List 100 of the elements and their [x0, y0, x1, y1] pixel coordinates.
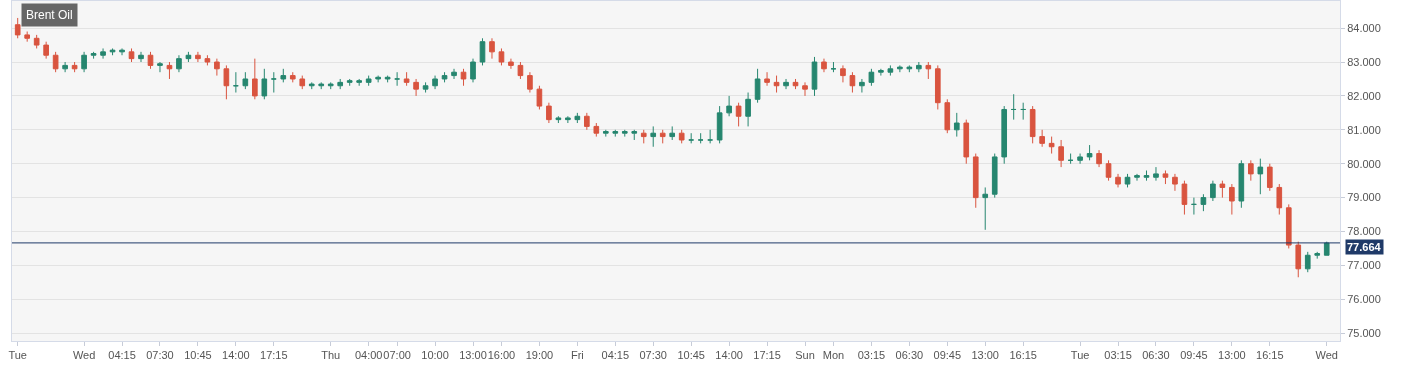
x-tick-label: 09:45 — [933, 349, 962, 362]
x-tick-label: 14:00 — [715, 349, 743, 362]
candlestick — [1285, 203, 1292, 249]
candlestick — [735, 102, 742, 127]
x-tick-label: 16:15 — [1009, 349, 1037, 362]
candlestick — [783, 78, 789, 90]
x-tick-label: 14:00 — [222, 349, 250, 362]
candlestick — [1200, 193, 1207, 212]
candlestick — [811, 56, 818, 97]
x-tick-label: Wed — [1315, 349, 1338, 362]
candlestick — [726, 95, 732, 117]
candlestick — [289, 71, 296, 83]
y-tick-label: 77.000 — [1347, 259, 1381, 272]
candlestick — [640, 129, 647, 144]
x-tick-label: 04:15 — [601, 349, 630, 362]
candlestick — [1304, 251, 1311, 273]
candlestick — [1001, 105, 1008, 165]
candlestick — [1124, 173, 1131, 188]
candlestick — [261, 68, 268, 100]
x-tick-label: 10:45 — [677, 349, 705, 362]
candlestick — [318, 81, 325, 90]
candlestick — [1134, 173, 1140, 182]
x-tick-label: Mon — [822, 349, 845, 362]
candlestick — [1010, 93, 1017, 121]
candlestick — [764, 71, 770, 87]
x-tick-label: 16:15 — [1256, 349, 1284, 362]
candlestick — [707, 129, 713, 144]
candlestick — [716, 105, 723, 144]
candlestick — [517, 61, 524, 80]
y-tick-label: 79.000 — [1347, 191, 1381, 204]
candlestick — [33, 34, 40, 49]
candlestick — [546, 102, 552, 124]
candlestick — [953, 112, 960, 138]
ref-line-label: 77.664 — [1347, 241, 1382, 253]
candlestick — [479, 37, 486, 66]
candlestick — [1323, 241, 1330, 256]
x-tick-label: 09:45 — [1180, 349, 1208, 362]
candlestick — [621, 129, 628, 138]
candlestick — [394, 71, 400, 87]
candlestick — [299, 75, 306, 90]
candlestick — [887, 64, 894, 77]
candlestick — [1058, 139, 1064, 168]
candlestick — [678, 129, 685, 144]
candlestick — [308, 81, 315, 90]
candlestick — [821, 58, 827, 73]
x-tick-label: 04:00 — [354, 349, 383, 362]
candlestick — [584, 112, 590, 131]
x-tick-label: 06:30 — [895, 349, 924, 362]
candlestick — [745, 92, 751, 127]
x-tick-label: 17:15 — [753, 349, 781, 362]
candlestick — [157, 61, 163, 73]
x-tick-label: 10:45 — [184, 349, 212, 362]
candlestick — [1229, 183, 1235, 216]
y-tick-label: 82.000 — [1347, 89, 1381, 102]
candlestick — [413, 78, 419, 97]
candlestick — [451, 68, 457, 80]
candlestick — [337, 78, 344, 90]
candlestick — [441, 71, 448, 83]
candlestick — [375, 75, 381, 83]
candlestick — [195, 51, 201, 63]
candlestick — [972, 153, 979, 209]
candlestick — [631, 129, 638, 141]
candlestick — [498, 47, 505, 66]
y-tick-label: 80.000 — [1347, 157, 1381, 170]
candlestick — [830, 61, 837, 73]
candlestick — [527, 71, 533, 94]
candlestick — [223, 64, 230, 100]
candlestick — [773, 75, 780, 94]
x-tick-label: Tue — [8, 349, 27, 362]
candlestick — [934, 64, 941, 110]
candlestick — [432, 75, 438, 90]
candlestick — [1086, 144, 1093, 161]
candlestick — [81, 51, 87, 73]
x-tick-label: 13:00 — [459, 349, 487, 362]
x-tick-label: 03:15 — [857, 349, 886, 362]
candlestick — [403, 71, 410, 87]
candlestick — [1248, 159, 1254, 182]
candlestick — [1295, 241, 1302, 278]
candlestick — [327, 81, 334, 90]
candlestick — [176, 54, 182, 73]
candlestick — [1153, 166, 1159, 182]
candlestick — [280, 68, 287, 83]
candlestick — [384, 75, 391, 83]
candlestick — [1020, 102, 1026, 121]
candlestick — [574, 112, 581, 124]
candlestick — [14, 17, 21, 39]
candlestick — [754, 68, 761, 104]
y-tick-label: 75.000 — [1347, 327, 1381, 340]
candlestick — [963, 119, 970, 165]
candlestick — [489, 37, 495, 60]
candlestick — [944, 98, 951, 134]
candlestick — [52, 51, 59, 73]
candlestick — [555, 115, 562, 124]
x-tick-label: Thu — [321, 349, 341, 362]
candlestick — [1172, 173, 1178, 192]
candlestick — [460, 68, 467, 87]
candlestick — [204, 54, 211, 66]
x-tick-label: 10:00 — [421, 349, 449, 362]
candlestick — [840, 64, 846, 83]
candlestick — [270, 71, 277, 94]
